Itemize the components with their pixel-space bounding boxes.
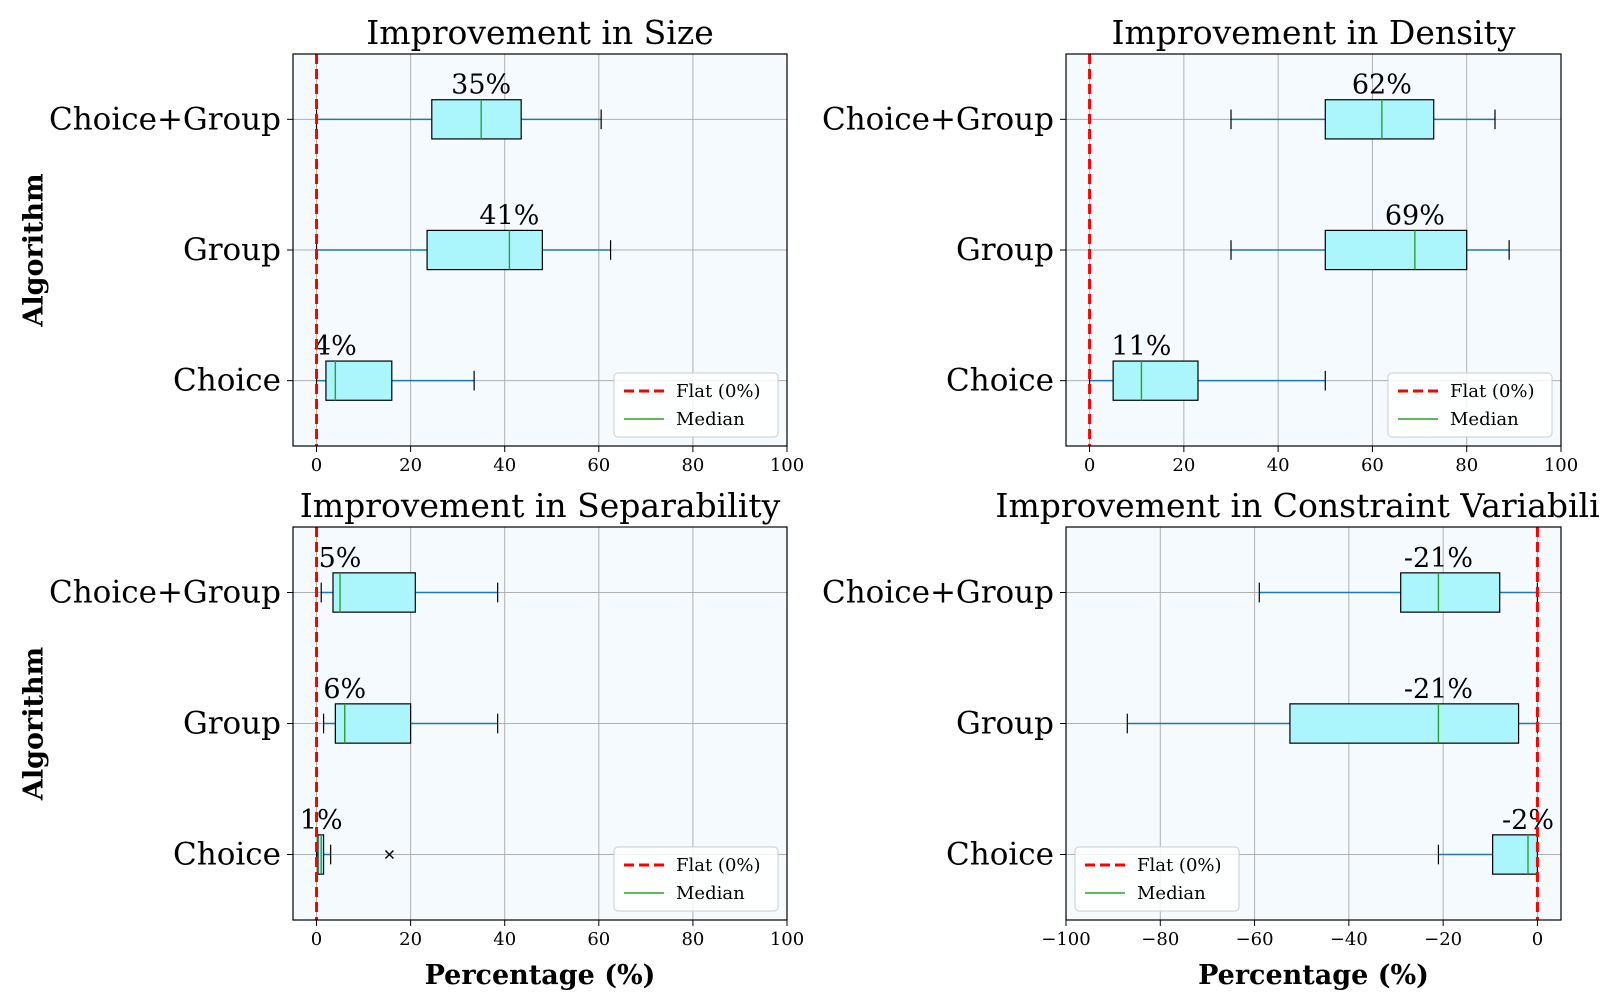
box-body	[431, 99, 522, 140]
y-tick-label: Group	[183, 232, 281, 268]
outlier-marker	[384, 850, 394, 859]
box-body	[1492, 834, 1539, 875]
legend-label-flat: Flat (0%)	[1450, 381, 1535, 402]
legend-label-flat: Flat (0%)	[676, 855, 761, 876]
median-data-label: -2%	[1502, 805, 1554, 836]
legend: Flat (0%) Median	[613, 846, 779, 912]
x-tick-label: 60	[587, 455, 610, 476]
x-tick-label: 60	[587, 929, 610, 950]
legend-box	[1387, 372, 1553, 438]
x-tick-label: 80	[681, 929, 704, 950]
legend: Flat (0%) Median	[1074, 846, 1240, 912]
median-data-label: 4%	[314, 331, 357, 362]
y-axis-label: Algorithm	[18, 173, 49, 327]
y-tick-label: Group	[183, 706, 281, 742]
x-tick-label: −40	[1330, 929, 1368, 950]
box-body	[426, 229, 543, 271]
box-body	[1324, 229, 1468, 271]
x-tick-label: 60	[1361, 455, 1384, 476]
x-tick-label: 20	[1172, 455, 1195, 476]
y-tick-label: Choice	[173, 837, 281, 873]
y-tick-label: Choice	[173, 363, 281, 399]
x-tick-label: 80	[1455, 455, 1478, 476]
legend-box	[1074, 846, 1240, 912]
legend-label-flat: Flat (0%)	[1137, 855, 1222, 876]
median-data-label: 69%	[1385, 200, 1445, 231]
box-body	[332, 572, 416, 613]
x-tick-label: −60	[1236, 929, 1274, 950]
median-data-label: -21%	[1404, 543, 1473, 574]
y-tick-label: Choice	[946, 837, 1054, 873]
chart-panel: 62% 69% 11% 0 20 40 60 80 100 Choice+Group Group Ch…	[822, 13, 1578, 476]
box-body	[1400, 572, 1501, 613]
legend-label-median: Median	[676, 409, 745, 430]
legend-label-median: Median	[1450, 409, 1519, 430]
median-data-label: 1%	[300, 805, 343, 836]
x-tick-label: 20	[399, 455, 422, 476]
legend-label-median: Median	[1137, 883, 1206, 904]
chart-title: Improvement in Size	[366, 13, 713, 52]
chart-title: Improvement in Constraint Variability	[995, 486, 1600, 525]
box-body	[1289, 703, 1520, 744]
x-tick-label: −80	[1141, 929, 1179, 950]
legend-label-flat: Flat (0%)	[676, 381, 761, 402]
median-data-label: 41%	[479, 200, 539, 231]
y-tick-label: Choice	[946, 363, 1054, 399]
legend: Flat (0%) Median	[1387, 372, 1553, 438]
legend-box	[613, 846, 779, 912]
x-axis-label: Percentage (%)	[425, 960, 656, 991]
x-tick-label: 0	[1084, 455, 1095, 476]
x-tick-label: 40	[493, 455, 516, 476]
x-tick-label: 80	[681, 455, 704, 476]
y-tick-label: Choice+Group	[49, 575, 281, 611]
median-data-label: 6%	[323, 674, 366, 705]
box-body	[1112, 360, 1199, 401]
x-axis-label: Percentage (%)	[1198, 960, 1429, 991]
median-data-label: 5%	[319, 543, 362, 574]
y-tick-label: Choice+Group	[822, 575, 1054, 611]
x-tick-label: 40	[1267, 455, 1290, 476]
median-data-label: 62%	[1352, 70, 1412, 101]
y-tick-label: Choice+Group	[822, 101, 1054, 137]
chart-title: Improvement in Separability	[300, 486, 781, 525]
x-tick-label: −20	[1424, 929, 1462, 950]
x-tick-label: 100	[770, 455, 804, 476]
median-data-label: 11%	[1111, 331, 1171, 362]
box-body	[334, 703, 412, 744]
y-tick-label: Group	[956, 232, 1054, 268]
chart-panel: 5% 6% 1% 0 20 40 60 80 100 Choice+Group Group Choic…	[18, 486, 804, 991]
y-tick-label: Group	[956, 706, 1054, 742]
box-body	[1324, 99, 1435, 140]
x-tick-label: 40	[493, 929, 516, 950]
legend-label-median: Median	[676, 883, 745, 904]
chart-panel: -21% -21% -2% −100 −80 −60 −40 −20 0 Choice+Group…	[822, 486, 1600, 991]
x-tick-label: 0	[311, 455, 322, 476]
chart-panel: 35% 41% 4% 0 20 40 60 80 100 Choice+Group Group Cho…	[18, 13, 804, 476]
y-axis-label: Algorithm	[18, 647, 49, 801]
median-data-label: -21%	[1404, 674, 1473, 705]
x-tick-label: 100	[1544, 455, 1578, 476]
legend-box	[613, 372, 779, 438]
legend: Flat (0%) Median	[613, 372, 779, 438]
chart-title: Improvement in Density	[1111, 13, 1515, 52]
median-data-label: 35%	[451, 70, 511, 101]
y-tick-label: Choice+Group	[49, 101, 281, 137]
x-tick-label: 0	[311, 929, 322, 950]
box-body	[325, 360, 393, 401]
x-tick-label: 100	[770, 929, 804, 950]
x-tick-label: −100	[1041, 929, 1090, 950]
x-tick-label: 20	[399, 929, 422, 950]
x-tick-label: 0	[1532, 929, 1543, 950]
